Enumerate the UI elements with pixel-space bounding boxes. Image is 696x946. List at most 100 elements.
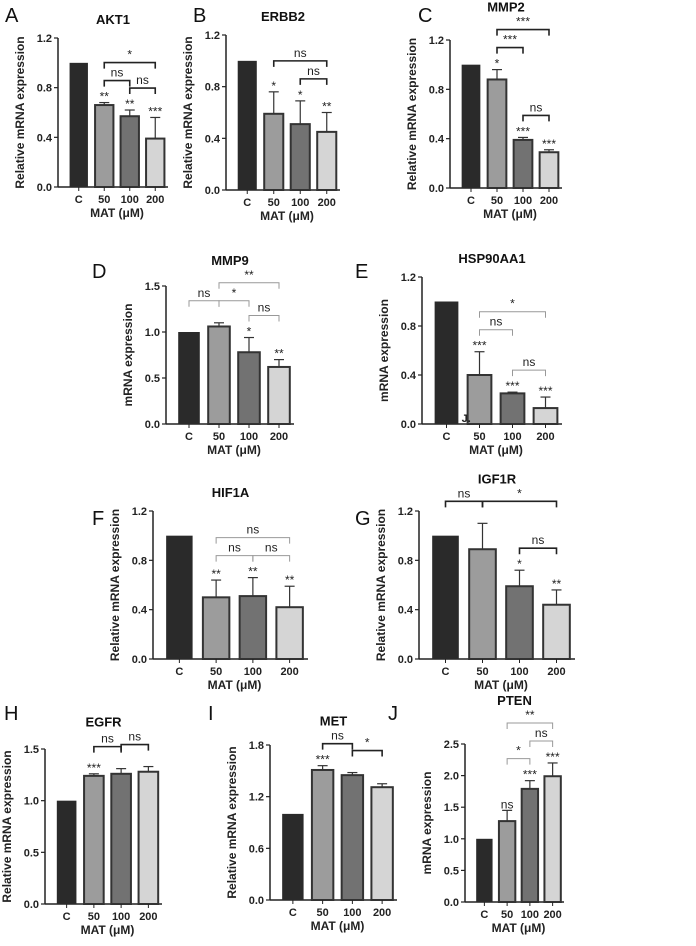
- y-tick-label: 0.4: [398, 605, 414, 617]
- comparison-label: *: [510, 297, 515, 311]
- bar-significance-label: **: [552, 577, 562, 591]
- bar: [476, 838, 493, 902]
- comparison-label: ns: [523, 355, 536, 369]
- comparison-label: *: [127, 48, 132, 62]
- bar: [275, 606, 304, 661]
- panel-b: B ERBB2 0.0 0.4 0.8 1.2 Relative mRNA expressi…: [181, 5, 340, 223]
- comparison-label: **: [244, 268, 254, 282]
- comparison-label: ns: [111, 66, 124, 80]
- bar: [340, 774, 365, 902]
- x-tick-label: 100: [240, 431, 258, 443]
- y-tick-label: 0.6: [249, 843, 264, 855]
- chart-title: EGFR: [85, 715, 122, 730]
- bar: [499, 392, 526, 425]
- y-tick-label: 0.0: [132, 654, 147, 666]
- panel-i: I MET 0.0 0.6 1.2 1.8 Relative mRNA expression…: [208, 703, 397, 933]
- comparison-bracket: [522, 114, 550, 122]
- x-tick-label: 200: [540, 195, 558, 207]
- comparison-bracket: [215, 555, 254, 562]
- panel-g: G IGF1R 0.0 0.4 0.8 1.2 Relative mRNA expressi…: [355, 471, 575, 692]
- bar: [237, 60, 257, 191]
- panel-d: D MMP9 0.0 0.5 1.0 1.5 mRNA expression C 50 * 100 *…: [92, 253, 294, 457]
- bar-significance-label: **: [248, 565, 258, 579]
- y-tick-label: 1.5: [444, 802, 459, 814]
- panel-f: F HIF1A 0.0 0.4 0.8 1.2 Relative mRNA expressi…: [92, 485, 308, 692]
- bar: [201, 596, 231, 660]
- x-tick-label: C: [467, 195, 475, 207]
- comparison-label: *: [232, 286, 237, 300]
- x-tick-label: 50: [473, 431, 485, 443]
- y-tick-label: 0.5: [444, 865, 459, 877]
- y-tick-label: 0.0: [429, 183, 444, 195]
- comparison-bracket: [299, 78, 328, 85]
- y-tick-label: 0.0: [205, 185, 220, 197]
- x-axis-label: MAT (μM): [492, 921, 546, 935]
- panel-letter: B: [193, 5, 206, 27]
- y-tick-label: 1.2: [249, 792, 264, 804]
- x-tick-label: 200: [139, 911, 157, 923]
- y-axis-label: Relative mRNA expression: [0, 750, 14, 902]
- bar-significance-label: **: [211, 567, 221, 581]
- x-axis-label: MAT (μM): [311, 919, 365, 933]
- x-tick-label: C: [443, 431, 451, 443]
- y-axis-label: Relative mRNA expression: [13, 36, 27, 188]
- bar: [263, 112, 285, 191]
- y-tick-label: 0.0: [145, 419, 160, 431]
- bar-significance-label: ns: [501, 797, 514, 811]
- bar: [432, 535, 459, 659]
- panel-letter: E: [355, 261, 368, 283]
- x-tick-label: 200: [547, 666, 565, 678]
- comparison-bracket: [215, 537, 291, 544]
- x-tick-label: 100: [291, 197, 309, 209]
- comparison-bracket: [512, 369, 546, 377]
- bar-significance-label: ***: [472, 339, 486, 353]
- x-tick-label: 50: [213, 431, 225, 443]
- y-tick-label: 0.5: [145, 373, 160, 385]
- bar-significance-label: ***: [546, 750, 560, 764]
- comparison-label: ***: [516, 15, 530, 29]
- x-tick-label: 100: [514, 195, 532, 207]
- chart-title: MET: [320, 714, 348, 729]
- y-axis-label: mRNA expression: [377, 299, 391, 402]
- x-tick-label: 50: [317, 907, 329, 919]
- chart-title: HIF1A: [212, 485, 250, 500]
- comparison-bracket: [103, 79, 131, 87]
- comparison-bracket: [321, 742, 354, 750]
- x-tick-label: 50: [491, 195, 503, 207]
- bar: [497, 820, 517, 903]
- y-tick-label: 0.0: [37, 182, 52, 194]
- bar: [69, 62, 88, 188]
- x-tick-label: 50: [268, 197, 280, 209]
- y-tick-label: 1.0: [145, 327, 160, 339]
- panel-c: C MMP2 0.0 0.4 0.8 1.2 Relative mRNA expressio…: [405, 0, 562, 221]
- x-axis-label: MAT (μM): [260, 209, 314, 223]
- y-tick-label: 1.2: [429, 35, 444, 47]
- y-tick-label: 0.0: [401, 419, 416, 431]
- y-axis-label: Relative mRNA expression: [108, 509, 122, 661]
- x-tick-label: 100: [503, 431, 521, 443]
- comparison-bracket: [272, 60, 328, 67]
- bar: [434, 301, 459, 424]
- x-tick-label: C: [480, 909, 488, 921]
- comparison-label: ns: [458, 486, 471, 500]
- y-tick-label: 1.0: [24, 796, 39, 808]
- x-tick-label: C: [175, 666, 183, 678]
- y-tick-label: 2.0: [444, 771, 459, 783]
- x-tick-label: 50: [476, 666, 488, 678]
- x-tick-label: 50: [210, 666, 222, 678]
- bar: [207, 325, 231, 426]
- chart-title: HSP90AA1: [458, 251, 525, 266]
- y-tick-label: 1.8: [249, 740, 264, 752]
- y-tick-label: 0.4: [132, 605, 148, 617]
- x-axis-label: MAT (μM): [207, 443, 261, 457]
- bar-significance-label: ***: [87, 761, 101, 775]
- comparison-bracket: [248, 315, 280, 322]
- bar: [538, 151, 560, 190]
- chart-title: MMP2: [487, 0, 525, 15]
- comparison-label: ns: [265, 541, 278, 555]
- y-tick-label: 0.0: [444, 897, 459, 909]
- x-tick-label: 100: [510, 666, 528, 678]
- x-axis-label: MAT (μM): [81, 923, 135, 937]
- y-axis-label: Relative mRNA expression: [405, 38, 419, 190]
